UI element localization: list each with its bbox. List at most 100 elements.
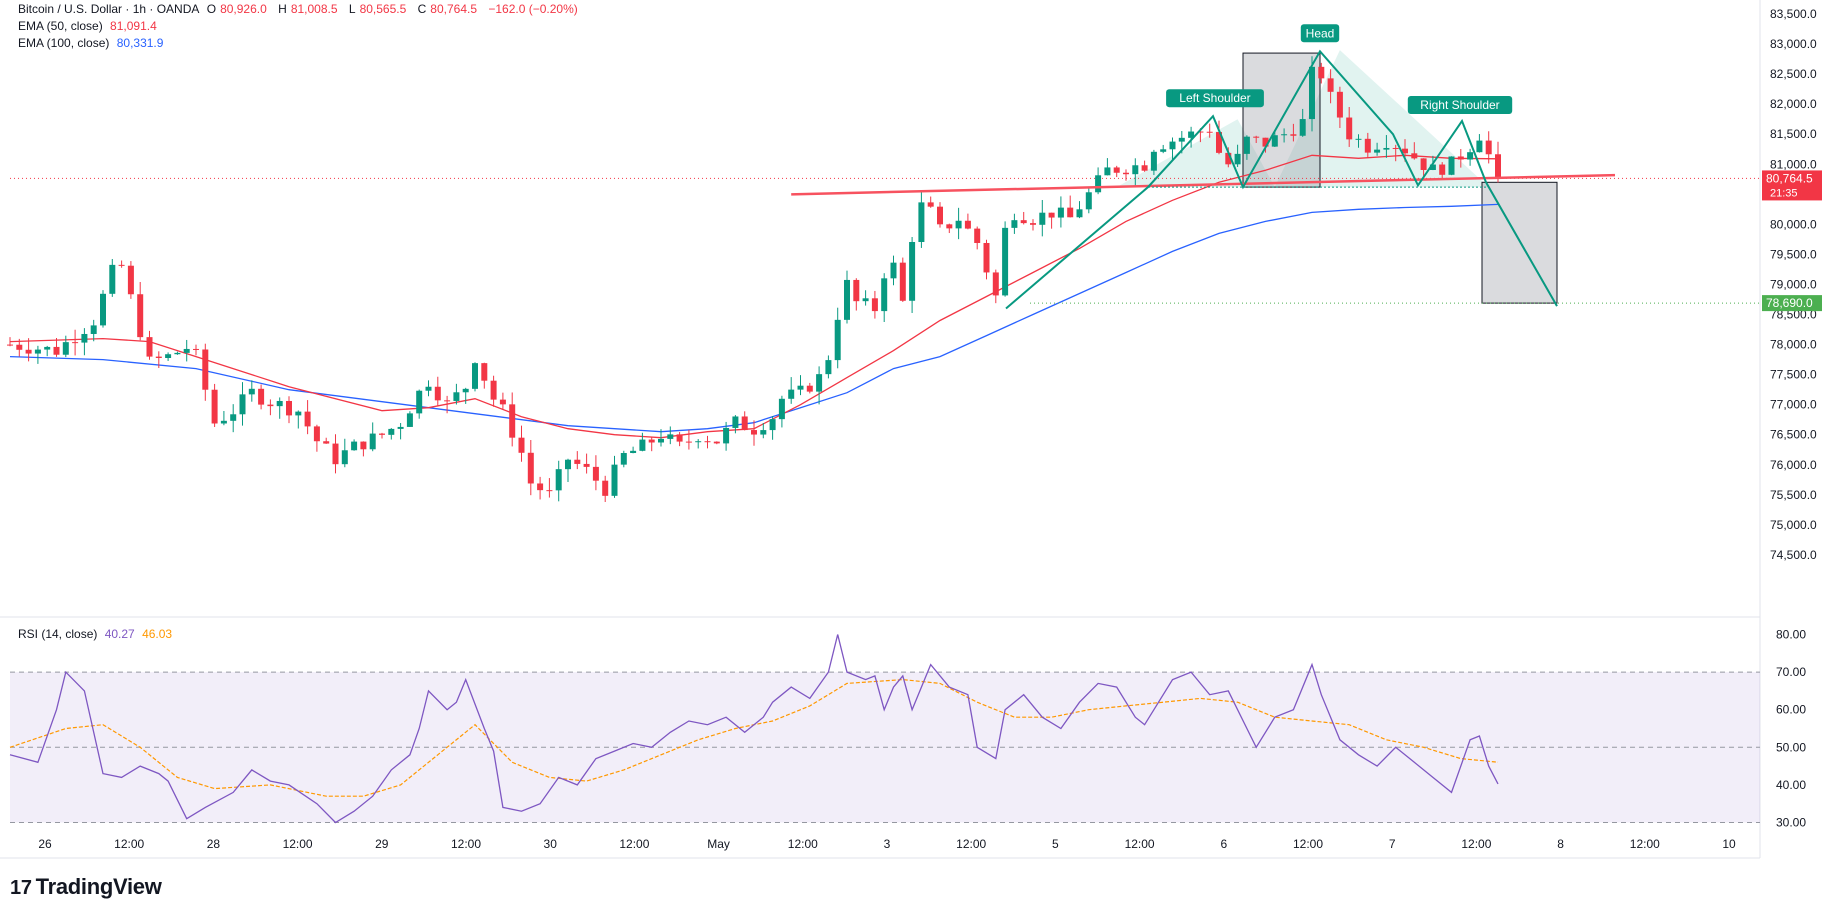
candle-body (992, 272, 999, 296)
tradingview-logo[interactable]: 17 TradingView (10, 874, 162, 900)
candle (155, 351, 162, 369)
candle-body (1123, 172, 1129, 175)
candle-body (1020, 220, 1027, 224)
candle (546, 478, 553, 498)
candle (527, 440, 534, 496)
candle-body (341, 450, 348, 465)
candle-body (704, 441, 711, 443)
candle (909, 237, 916, 313)
candle-body (1150, 151, 1157, 171)
candle-body (778, 398, 785, 420)
candle (388, 428, 395, 440)
candle-body (453, 392, 460, 401)
candle (1476, 134, 1483, 153)
candle-body (890, 262, 897, 279)
rsi-label: RSI (14, close) (18, 627, 98, 641)
candle-body (862, 298, 869, 302)
candle (974, 226, 981, 250)
candle-body (481, 363, 488, 381)
candle-body (304, 411, 311, 427)
candle-body (983, 242, 990, 273)
head-label[interactable]: Head (1300, 24, 1340, 43)
candle-body (286, 400, 292, 416)
candle (1495, 141, 1501, 183)
time-axis[interactable]: 26 12:00 28 12:00 29 12:00 30 12:00 May 12:00 3 12:… (38, 837, 1736, 851)
candle-body (974, 228, 981, 243)
left-shoulder-label[interactable]: Left Shoulder (1166, 89, 1264, 108)
ema50-line (9, 154, 1499, 439)
candle-body (1095, 175, 1102, 193)
candle (555, 460, 562, 502)
candle-body (34, 349, 41, 354)
rsi-pane (9, 634, 1760, 824)
ema50-legend[interactable]: EMA (50, close) 81,091.4 (18, 19, 161, 33)
ema50-label: EMA (50, close) (18, 19, 103, 33)
price-axis[interactable]: 83,500.0 83,000.0 82,500.0 82,000.0 81,500.0… (1762, 7, 1822, 829)
candle (286, 396, 292, 424)
pattern-zigzag[interactable] (1005, 49, 1558, 310)
candle (1253, 135, 1260, 143)
candle (1448, 156, 1455, 176)
ema100-legend[interactable]: EMA (100, close) 80,331.9 (18, 36, 167, 50)
right-shoulder-label[interactable]: Right Shoulder (1407, 95, 1513, 114)
candle (788, 377, 795, 404)
candle-body (1197, 131, 1204, 133)
candle (853, 278, 860, 311)
candle-body (732, 416, 739, 428)
candle (1076, 201, 1083, 219)
price-tick-label: 76,000.0 (1770, 458, 1817, 472)
head-and-shoulders-pattern[interactable]: Left Shoulder Head Right Shoulder (791, 24, 1616, 310)
candle-body (1374, 149, 1381, 153)
price-tick-label: 82,000.0 (1770, 97, 1817, 111)
candle-body (555, 469, 562, 491)
tradingview-logo-icon: 17 (10, 877, 32, 899)
price-tick-label: 82,500.0 (1770, 67, 1817, 81)
candle-body (1011, 220, 1018, 228)
candle-body (676, 434, 683, 442)
candle (937, 202, 943, 228)
candle (462, 387, 469, 404)
neckline[interactable] (791, 173, 1616, 196)
candle-body (72, 342, 79, 344)
candle-body (1188, 131, 1195, 138)
left-shoulder-label-text: Left Shoulder (1179, 91, 1250, 105)
candle-body (1085, 192, 1092, 210)
candle (90, 319, 97, 342)
candle-body (53, 346, 60, 355)
time-tick-label: 5 (1052, 837, 1059, 851)
candle-body (806, 385, 813, 392)
candle (639, 432, 646, 452)
candle (1067, 195, 1074, 218)
candle-body (211, 389, 218, 424)
candle (34, 345, 41, 364)
time-tick-label: 12:00 (1461, 837, 1491, 851)
candle (323, 437, 330, 444)
candle-body (825, 360, 832, 375)
brand-label: TradingView (35, 874, 162, 899)
last-price-tag[interactable]: 80,764.5 21:35 (1762, 170, 1822, 201)
candle (53, 338, 60, 357)
candle (118, 260, 125, 268)
candle (825, 355, 832, 379)
head-label-text: Head (1306, 26, 1335, 40)
candle (946, 223, 953, 234)
candle-body (546, 490, 553, 492)
target-price-tag[interactable]: 78,690.0 (1762, 295, 1822, 312)
candle-body (583, 463, 590, 467)
candle (565, 458, 571, 483)
candle (1327, 69, 1334, 104)
candle-body (741, 416, 748, 431)
rsi-legend[interactable]: RSI (14, close) 40.27 46.03 (18, 627, 176, 641)
rsi-tick-label: 30.00 (1776, 815, 1806, 829)
right-shoulder-label-text: Right Shoulder (1420, 98, 1499, 112)
candle (1439, 162, 1446, 179)
price-tick-label: 75,500.0 (1770, 488, 1817, 502)
candle-body (1439, 164, 1446, 175)
candle (1485, 131, 1492, 164)
candle-body (1402, 148, 1408, 154)
price-tick-label: 77,000.0 (1770, 398, 1817, 412)
candle (992, 269, 999, 304)
candle-body (81, 333, 88, 343)
candle-body (648, 439, 655, 443)
